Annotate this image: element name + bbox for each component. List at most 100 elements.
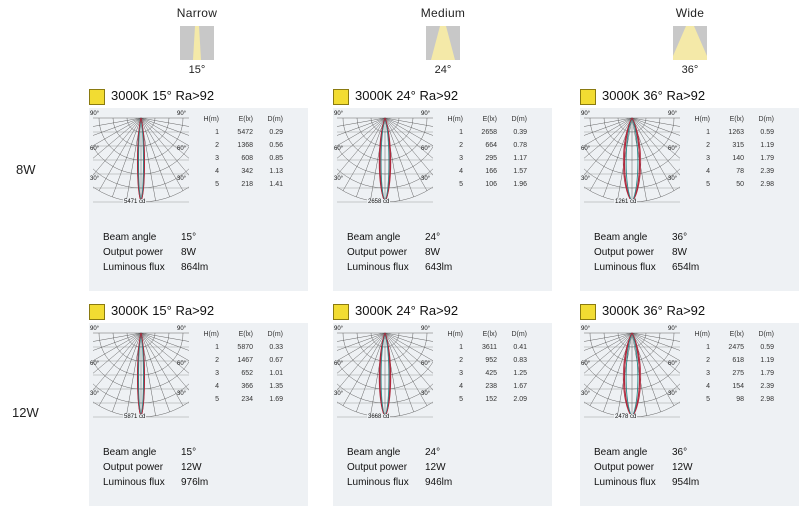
- output-power-row: Output power 8W: [594, 245, 699, 260]
- cell-illuminance: 608: [241, 155, 253, 162]
- col-header-e: E(lx): [238, 330, 253, 338]
- cell-height: 1: [215, 344, 219, 351]
- angle-label-30-right: 30°: [668, 391, 678, 397]
- angle-label-60-right: 60°: [177, 146, 187, 152]
- output-power-row: Output power 12W: [347, 460, 452, 475]
- luminous-flux-value: 864lm: [181, 262, 209, 273]
- beam-type-wide: Wide 36°: [650, 6, 730, 76]
- light-spec: 3000K 24° Ra>92: [355, 303, 459, 318]
- beam-angle-value: 24°: [425, 447, 441, 458]
- color-swatch: [333, 304, 349, 320]
- angle-label-30-left: 30°: [581, 391, 591, 397]
- color-swatch: [580, 89, 596, 105]
- beam-info: Beam angle 36° Output power 8W Luminous fl…: [594, 230, 699, 275]
- col-header-e: E(lx): [729, 115, 744, 123]
- cell-diameter: 1.01: [269, 370, 283, 377]
- col-header-h: H(m): [447, 330, 463, 338]
- cell-height: 5: [215, 396, 219, 403]
- cell-height: 4: [706, 168, 710, 175]
- col-header-d: D(m): [511, 115, 527, 123]
- cell-height: 3: [459, 155, 463, 162]
- angle-label-30-left: 30°: [334, 391, 344, 397]
- table-row: 4 342 1.13: [191, 165, 283, 178]
- cell-height: 4: [215, 168, 219, 175]
- cell-illuminance: 152: [485, 396, 497, 403]
- panel-header: 3000K 15° Ra>92: [89, 301, 308, 323]
- color-swatch: [333, 89, 349, 105]
- polar-diagram: 90° 90° 60° 60° 30° 30° 5471 cd: [90, 111, 189, 212]
- cell-illuminance: 342: [241, 168, 253, 175]
- center-intensity-label: 5471 cd: [123, 199, 147, 205]
- cell-illuminance: 234: [241, 396, 253, 403]
- luminous-flux-value: 954lm: [672, 477, 700, 488]
- polar-grid: [337, 117, 433, 204]
- cell-diameter: 2.39: [760, 168, 774, 175]
- table-row: 5 218 1.41: [191, 178, 283, 191]
- color-swatch: [89, 304, 105, 320]
- table-row: 2 618 1.19: [682, 354, 774, 367]
- table-row: 3 295 1.17: [435, 152, 527, 165]
- beam-angle-label: Beam angle: [347, 447, 401, 458]
- table-row: 1 2658 0.39: [435, 126, 527, 139]
- cell-illuminance: 315: [732, 142, 744, 149]
- light-spec: 3000K 15° Ra>92: [111, 88, 215, 103]
- table-row: 3 140 1.79: [682, 152, 774, 165]
- luminous-flux-value: 643lm: [425, 262, 453, 273]
- cell-diameter: 1.19: [760, 142, 774, 149]
- photometric-panel: 3000K 24° Ra>92 90° 90° 60° 60° 30° 30° …: [333, 301, 552, 506]
- luminous-flux-row: Luminous flux 864lm: [103, 260, 208, 275]
- panel-header: 3000K 36° Ra>92: [580, 301, 799, 323]
- angle-label-30-right: 30°: [177, 391, 187, 397]
- angle-label-90-left: 90°: [334, 326, 344, 332]
- output-power-row: Output power 8W: [347, 245, 452, 260]
- angle-label-60-left: 60°: [90, 146, 100, 152]
- cell-illuminance: 3611: [481, 344, 497, 351]
- output-power-label: Output power: [347, 462, 408, 473]
- beam-type-angle: 15°: [188, 64, 206, 76]
- polar-grid: [584, 117, 680, 204]
- beam-angle-label: Beam angle: [103, 447, 157, 458]
- angle-label-60-left: 60°: [581, 146, 591, 152]
- cell-height: 1: [459, 344, 463, 351]
- beam-angle-row: Beam angle 24°: [347, 445, 452, 460]
- table-row: 2 1368 0.56: [191, 139, 283, 152]
- luminous-flux-row: Luminous flux 946lm: [347, 475, 452, 490]
- panel-body: 90° 90° 60° 60° 30° 30° 5871 cd H(m) E(l…: [89, 323, 308, 506]
- table-row: 3 608 0.85: [191, 152, 283, 165]
- col-header-d: D(m): [758, 115, 774, 123]
- beam-angle-label: Beam angle: [347, 232, 401, 243]
- beam-type-angle: 24°: [434, 64, 452, 76]
- table-row: 2 664 0.78: [435, 139, 527, 152]
- luminous-flux-row: Luminous flux 954lm: [594, 475, 699, 490]
- cell-illuminance: 1467: [237, 357, 253, 364]
- angle-label-90-right: 90°: [668, 111, 678, 117]
- cell-diameter: 0.67: [269, 357, 283, 364]
- narrow-beam-icon: [180, 26, 214, 60]
- cell-height: 5: [706, 181, 710, 188]
- table-row: 4 366 1.35: [191, 380, 283, 393]
- panel-header: 3000K 24° Ra>92: [333, 301, 552, 323]
- medium-beam-icon: [426, 26, 460, 60]
- angle-label-30-left: 30°: [334, 176, 344, 182]
- col-header-e: E(lx): [729, 330, 744, 338]
- luminous-flux-value: 654lm: [672, 262, 700, 273]
- table-row: 3 652 1.01: [191, 367, 283, 380]
- luminous-flux-label: Luminous flux: [103, 262, 165, 273]
- table-row: 2 315 1.19: [682, 139, 774, 152]
- beam-type-name: Wide: [675, 6, 705, 20]
- luminous-flux-label: Luminous flux: [594, 477, 656, 488]
- cell-diameter: 1.19: [760, 357, 774, 364]
- beam-info: Beam angle 15° Output power 8W Luminous fl…: [103, 230, 208, 275]
- beam-type-narrow: Narrow 15°: [157, 6, 237, 76]
- output-power-value: 12W: [672, 462, 693, 473]
- table-row: 1 2475 0.59: [682, 341, 774, 354]
- luminous-flux-label: Luminous flux: [103, 477, 165, 488]
- angle-label-90-left: 90°: [90, 326, 100, 332]
- cell-illuminance: 2658: [481, 129, 497, 136]
- cell-illuminance: 275: [732, 370, 744, 377]
- table-row: 5 152 2.09: [435, 393, 527, 406]
- cell-diameter: 0.39: [513, 129, 527, 136]
- beam-angle-row: Beam angle 15°: [103, 230, 208, 245]
- cell-diameter: 0.41: [513, 344, 527, 351]
- panel-header: 3000K 24° Ra>92: [333, 86, 552, 108]
